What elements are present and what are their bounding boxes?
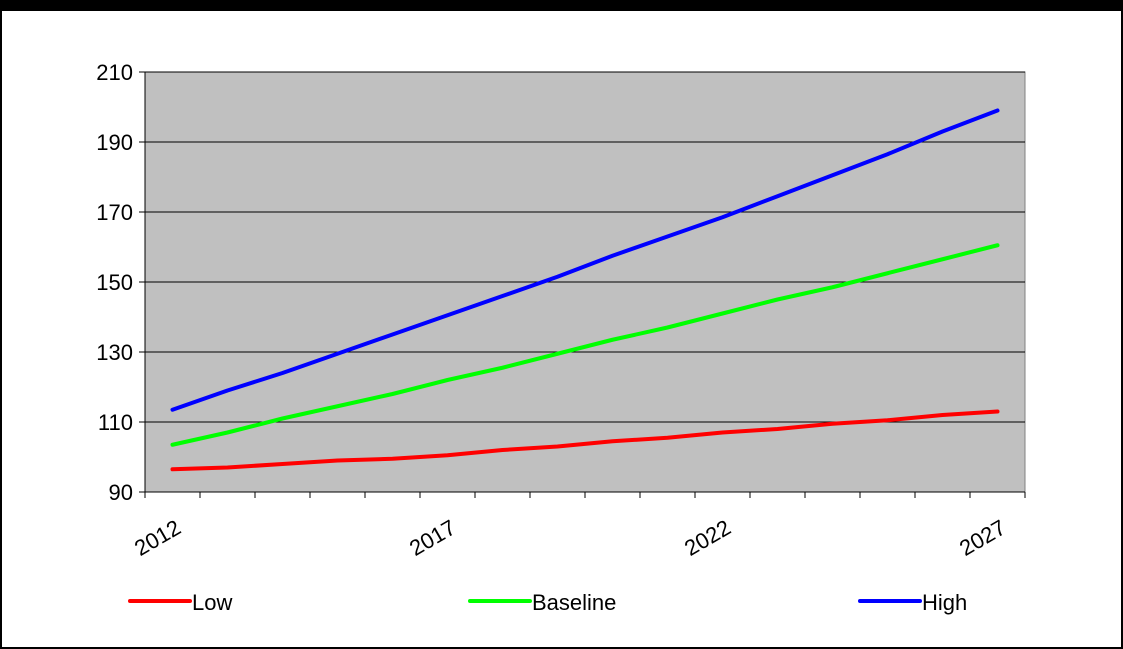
y-tick-label: 110	[98, 410, 133, 435]
y-tick-label: 170	[96, 200, 133, 225]
x-tick-label: 2017	[405, 515, 460, 561]
top-bar	[0, 0, 1123, 11]
series-line-baseline	[170, 243, 1000, 447]
y-tick-label: 150	[96, 270, 133, 295]
legend-label-low: Low	[192, 590, 232, 615]
y-axis-ticks: 90 110 130 150 170 190 210	[96, 60, 145, 505]
legend-label-baseline: Baseline	[532, 590, 616, 615]
series-lines	[170, 108, 1000, 472]
y-tick-label: 130	[96, 340, 133, 365]
series-line-low	[170, 409, 1000, 472]
x-axis-ticks: 2012 2017 2022 2027	[130, 492, 1026, 561]
series-line-high	[170, 108, 1000, 412]
x-tick-label: 2012	[130, 515, 185, 561]
y-tick-label: 210	[96, 60, 133, 85]
legend: Low Baseline High	[128, 590, 967, 615]
y-tick-label: 190	[96, 130, 133, 155]
y-tick-label: 90	[109, 480, 133, 505]
legend-label-high: High	[922, 590, 967, 615]
chart-frame	[0, 11, 1123, 649]
x-tick-label: 2027	[955, 515, 1010, 561]
x-tick-label: 2022	[680, 515, 735, 561]
